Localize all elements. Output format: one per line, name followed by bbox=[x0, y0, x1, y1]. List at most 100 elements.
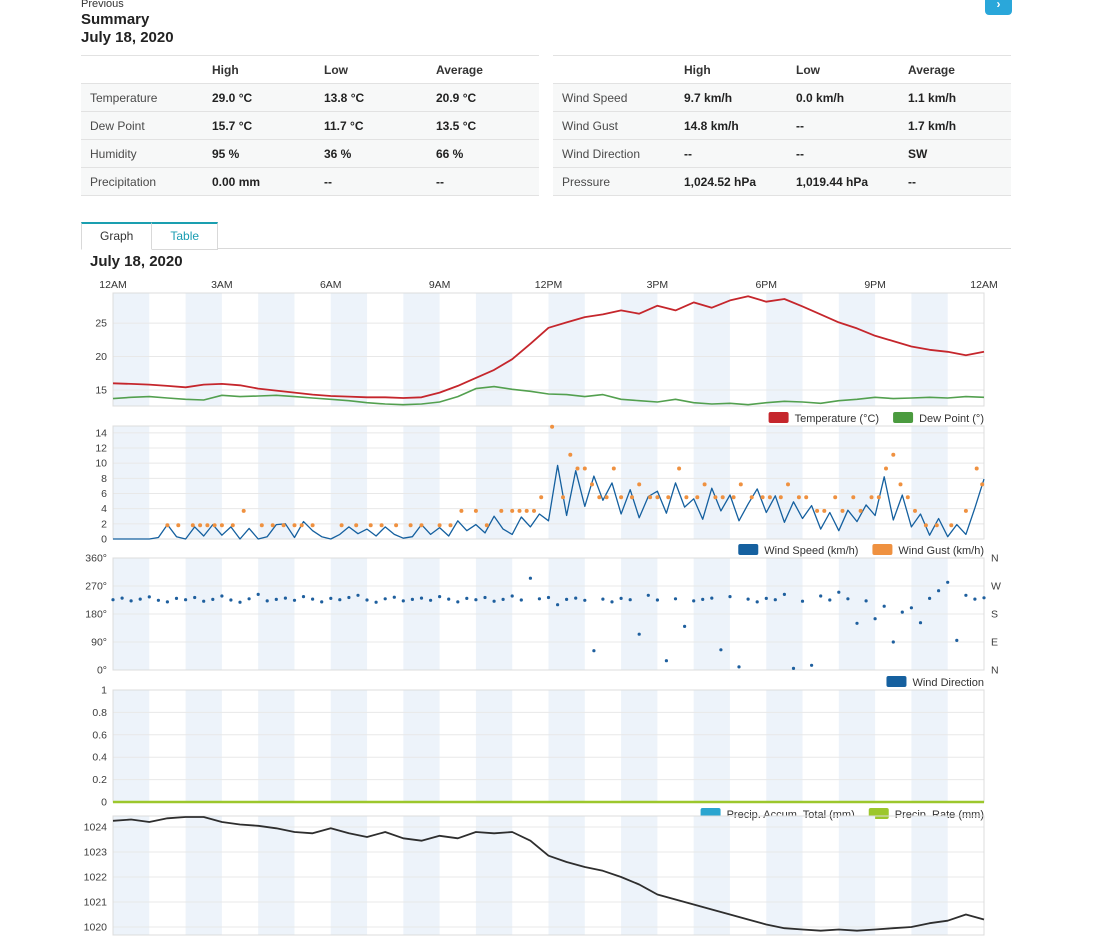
svg-text:12: 12 bbox=[95, 442, 107, 454]
svg-text:S: S bbox=[991, 609, 998, 621]
cell-low: -- bbox=[315, 167, 427, 196]
column-low: Low bbox=[787, 55, 899, 84]
svg-text:Wind Speed (km/h): Wind Speed (km/h) bbox=[764, 545, 858, 557]
svg-text:E: E bbox=[991, 637, 998, 649]
cell-high: 9.7 km/h bbox=[675, 83, 787, 112]
cell-low: 1,019.44 hPa bbox=[787, 167, 899, 196]
cell-high: 14.8 km/h bbox=[675, 111, 787, 140]
svg-text:25: 25 bbox=[95, 318, 107, 330]
svg-text:20: 20 bbox=[95, 351, 107, 363]
time-axis-label: 9PM bbox=[864, 279, 886, 291]
time-axis-label: 6AM bbox=[319, 279, 342, 291]
chart-date-heading: July 18, 2020 bbox=[90, 253, 183, 270]
cell-average: SW bbox=[899, 139, 1011, 168]
svg-text:0°: 0° bbox=[97, 665, 107, 677]
svg-text:0.2: 0.2 bbox=[92, 774, 107, 786]
row-label: Wind Direction bbox=[553, 139, 675, 168]
cell-low: -- bbox=[787, 111, 899, 140]
tab-graph[interactable]: Graph bbox=[81, 222, 153, 250]
cell-low: 0.0 km/h bbox=[787, 83, 899, 112]
page-date: July 18, 2020 bbox=[81, 29, 174, 46]
table-header-row: High Low Average bbox=[81, 55, 539, 84]
cell-low: 11.7 °C bbox=[315, 111, 427, 140]
svg-text:8: 8 bbox=[101, 473, 107, 485]
svg-text:1024: 1024 bbox=[84, 822, 108, 834]
table-row: Temperature 29.0 °C 13.8 °C 20.9 °C bbox=[81, 83, 539, 112]
svg-text:90°: 90° bbox=[91, 637, 107, 649]
next-day-button[interactable]: › bbox=[985, 0, 1012, 15]
svg-text:0: 0 bbox=[101, 797, 107, 809]
row-label: Wind Gust bbox=[553, 111, 675, 140]
empty-header-cell bbox=[81, 55, 203, 84]
page-title: Summary bbox=[81, 11, 150, 28]
svg-text:0: 0 bbox=[101, 534, 107, 546]
table-header-row: High Low Average bbox=[553, 55, 1011, 84]
table-row: Pressure 1,024.52 hPa 1,019.44 hPa -- bbox=[553, 167, 1011, 196]
row-label: Humidity bbox=[81, 139, 203, 168]
cell-high: 0.00 mm bbox=[203, 167, 315, 196]
tab-table[interactable]: Table bbox=[152, 222, 219, 250]
summary-table-right: High Low Average Wind Speed 9.7 km/h 0.0… bbox=[553, 55, 1011, 196]
table-row: Wind Speed 9.7 km/h 0.0 km/h 1.1 km/h bbox=[553, 83, 1011, 112]
svg-text:W: W bbox=[991, 581, 1001, 593]
row-label: Precipitation bbox=[81, 167, 203, 196]
cell-average: 1.7 km/h bbox=[899, 111, 1011, 140]
svg-text:1020: 1020 bbox=[84, 922, 108, 934]
pressure-chart: 1024 1023 1022 1021 1020 bbox=[84, 815, 985, 936]
precipitation-chart: 1 0.8 0.6 0.4 0.2 0 Precip. Rate (mm) Precip. A… bbox=[92, 685, 985, 821]
column-low: Low bbox=[315, 55, 427, 84]
column-average: Average bbox=[899, 55, 1011, 84]
svg-text:2: 2 bbox=[101, 518, 107, 530]
svg-text:Precip. Accum. Total (mm): Precip. Accum. Total (mm) bbox=[727, 809, 855, 821]
svg-text:4: 4 bbox=[101, 503, 107, 515]
row-label: Wind Speed bbox=[553, 83, 675, 112]
table-row: Wind Direction -- -- SW bbox=[553, 139, 1011, 168]
chevron-right-icon: › bbox=[996, 0, 1001, 11]
cell-average: 66 % bbox=[427, 139, 539, 168]
svg-text:Precip. Rate (mm): Precip. Rate (mm) bbox=[895, 809, 984, 821]
svg-text:Temperature (°C): Temperature (°C) bbox=[795, 413, 879, 425]
svg-text:Dew Point (°): Dew Point (°) bbox=[919, 413, 984, 425]
cell-low: 36 % bbox=[315, 139, 427, 168]
row-label: Dew Point bbox=[81, 111, 203, 140]
time-axis-label: 12AM bbox=[99, 279, 127, 291]
time-axis-label: 3PM bbox=[646, 279, 669, 291]
cell-average: 20.9 °C bbox=[427, 83, 539, 112]
svg-text:1021: 1021 bbox=[84, 897, 108, 909]
cell-average: 1.1 km/h bbox=[899, 83, 1011, 112]
svg-text:0.8: 0.8 bbox=[92, 707, 107, 719]
table-row: Humidity 95 % 36 % 66 % bbox=[81, 139, 539, 168]
svg-text:10: 10 bbox=[95, 458, 107, 470]
column-high: High bbox=[203, 55, 315, 84]
cell-high: -- bbox=[675, 139, 787, 168]
cell-high: 95 % bbox=[203, 139, 315, 168]
svg-text:15: 15 bbox=[95, 384, 107, 396]
svg-text:Wind Direction: Wind Direction bbox=[912, 677, 984, 689]
svg-text:14: 14 bbox=[95, 427, 107, 439]
cell-low: 13.8 °C bbox=[315, 83, 427, 112]
time-axis-label: 12AM bbox=[970, 279, 998, 291]
svg-text:1023: 1023 bbox=[84, 847, 108, 859]
wind-direction-chart: 360° 270° 180° 90° 0° N W S E N Wind Direction bbox=[85, 553, 1001, 690]
row-label: Pressure bbox=[553, 167, 675, 196]
svg-text:180°: 180° bbox=[85, 609, 107, 621]
svg-text:1022: 1022 bbox=[84, 872, 108, 884]
cell-low: -- bbox=[787, 139, 899, 168]
graph-table-tabbar: Graph Table bbox=[81, 222, 1011, 250]
svg-text:360°: 360° bbox=[85, 553, 107, 565]
svg-text:1: 1 bbox=[101, 685, 107, 697]
row-label: Temperature bbox=[81, 83, 203, 112]
cell-high: 1,024.52 hPa bbox=[675, 167, 787, 196]
table-row: Precipitation 0.00 mm -- -- bbox=[81, 167, 539, 196]
svg-text:6: 6 bbox=[101, 488, 107, 500]
summary-table-left: High Low Average Temperature 29.0 °C 13.… bbox=[81, 55, 539, 196]
wind-speed-gust-chart: 14 12 10 8 6 4 2 0 Wind Gust (km/h) Wind Speed (k… bbox=[95, 424, 985, 557]
column-average: Average bbox=[427, 55, 539, 84]
svg-text:Wind Gust (km/h): Wind Gust (km/h) bbox=[898, 545, 984, 557]
previous-label: Previous bbox=[81, 0, 124, 10]
svg-text:0.6: 0.6 bbox=[92, 729, 107, 741]
cell-average: -- bbox=[899, 167, 1011, 196]
svg-text:N: N bbox=[991, 553, 999, 565]
svg-text:N: N bbox=[991, 665, 999, 677]
cell-high: 15.7 °C bbox=[203, 111, 315, 140]
